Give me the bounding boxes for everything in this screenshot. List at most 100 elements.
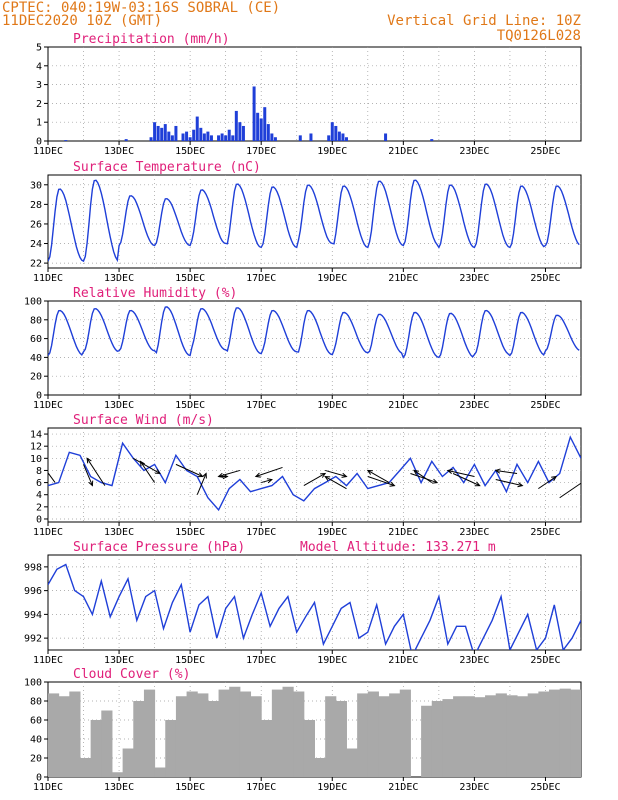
x-tick-label: 25DEC xyxy=(530,655,560,666)
y-tick-label: 992 xyxy=(24,634,42,645)
series-line xyxy=(48,306,580,359)
x-tick-label: 13DEC xyxy=(104,146,134,157)
x-tick-label: 25DEC xyxy=(530,400,560,411)
cloud-bar xyxy=(197,693,209,777)
x-tick-label: 25DEC xyxy=(530,273,560,284)
x-tick-label: 13DEC xyxy=(104,527,134,538)
cloud-bar xyxy=(239,691,252,777)
wind-vector xyxy=(559,482,581,499)
y-tick-label: 4 xyxy=(36,61,42,72)
precip-bar xyxy=(163,124,167,141)
wind-vector xyxy=(324,476,347,490)
y-tick-label: 5 xyxy=(36,43,42,54)
cloud-bar xyxy=(154,767,166,777)
wind-vector-head xyxy=(389,481,396,487)
precip-bar xyxy=(259,118,263,141)
x-tick-label: 21DEC xyxy=(388,527,418,538)
panel-title: Precipitation (mm/h) xyxy=(73,32,230,47)
precip-bar xyxy=(327,135,331,141)
cloud-bar xyxy=(133,701,145,777)
panel-1: 0 1 2 3 4 5 11DEC 13DEC 15DEC 17DEC 19DEC 21DEC 23DE… xyxy=(33,32,582,157)
cloud-bar xyxy=(421,705,433,777)
x-tick-label: 23DEC xyxy=(459,146,489,157)
y-tick-label: 1 xyxy=(36,118,42,129)
wind-vector-head xyxy=(320,472,327,478)
y-tick-label: 998 xyxy=(24,562,42,573)
precip-bar xyxy=(181,133,185,141)
wind-vector-head xyxy=(217,472,224,478)
x-tick-label: 13DEC xyxy=(104,273,134,284)
y-tick-label: 80 xyxy=(30,315,42,326)
wind-vector-head xyxy=(86,457,92,464)
panel-5: 992 994 996 998 11DEC 13DEC 15DEC 17DEC 19DEC 21D… xyxy=(24,540,582,666)
wind-vector xyxy=(139,461,156,483)
precip-bar xyxy=(330,122,334,141)
x-tick-label: 15DEC xyxy=(175,782,205,793)
plot-area xyxy=(48,686,581,777)
wind-vector xyxy=(83,464,93,486)
wind-vector-head xyxy=(254,472,261,478)
cloud-bar xyxy=(282,686,294,777)
cloud-bar xyxy=(58,696,70,777)
wind-vector xyxy=(367,470,390,484)
cloud-bar xyxy=(431,701,443,777)
x-tick-label: 19DEC xyxy=(317,146,347,157)
precip-bar xyxy=(206,131,210,141)
cloud-bar xyxy=(357,693,369,777)
x-tick-label: 19DEC xyxy=(317,782,347,793)
precip-bar xyxy=(188,137,192,141)
precip-bar xyxy=(195,116,199,141)
cloud-bar xyxy=(143,689,156,777)
y-tick-label: 20 xyxy=(30,754,42,765)
wind-vector xyxy=(175,463,203,477)
precip-bar xyxy=(192,129,196,141)
cloud-bar xyxy=(399,689,411,777)
cloud-bar xyxy=(442,699,454,777)
cloud-bar xyxy=(325,696,337,777)
x-tick-label: 13DEC xyxy=(104,400,134,411)
wind-vector-head xyxy=(517,482,524,488)
wind-vector xyxy=(538,476,557,490)
y-tick-label: 20 xyxy=(30,372,42,383)
cloud-bar xyxy=(463,696,475,777)
y-tick-label: 0 xyxy=(36,391,42,402)
x-tick-label: 13DEC xyxy=(104,655,134,666)
wind-vector xyxy=(413,470,433,483)
x-tick-label: 17DEC xyxy=(246,273,276,284)
precip-bar xyxy=(384,133,388,141)
series-line xyxy=(48,563,581,650)
cloud-bar xyxy=(303,720,315,777)
precip-bar xyxy=(220,133,224,141)
panel-title: Surface Wind (m/s) xyxy=(73,413,214,428)
wind-vector-head xyxy=(324,475,331,481)
cloud-bar xyxy=(229,686,241,777)
x-tick-label: 25DEC xyxy=(530,782,560,793)
wind-vector xyxy=(447,469,475,478)
wind-vector-head xyxy=(494,468,501,474)
header-code: TQ0126L028 xyxy=(497,28,581,44)
wind-vector xyxy=(261,479,272,484)
precip-bar xyxy=(160,127,164,141)
header-station: CPTEC: 040:19W-03:16S SOBRAL (CE) xyxy=(2,0,280,16)
x-tick-label: 17DEC xyxy=(246,527,276,538)
wind-vector-head xyxy=(446,468,453,474)
precip-bar xyxy=(344,137,348,141)
precip-bar xyxy=(202,133,206,141)
x-tick-label: 11DEC xyxy=(33,273,63,284)
panel-6: 0 20 40 60 80 100 11DEC 13DEC 15DEC 17DEC 19DEC 21D… xyxy=(24,667,582,793)
wind-vector xyxy=(410,473,438,484)
panel-annotation: Model Altitude: 133.271 m xyxy=(300,540,496,555)
cloud-bar xyxy=(527,693,539,777)
x-tick-label: 21DEC xyxy=(388,655,418,666)
wind-vector xyxy=(218,469,241,477)
cloud-bar xyxy=(271,689,284,777)
y-tick-label: 0 xyxy=(36,137,42,148)
y-tick-label: 30 xyxy=(30,180,42,191)
precip-bar xyxy=(185,131,189,141)
y-tick-label: 40 xyxy=(30,353,42,364)
y-tick-label: 100 xyxy=(24,297,42,308)
wind-vector-head xyxy=(551,475,558,482)
cloud-bar xyxy=(570,689,581,777)
cloud-bar xyxy=(250,696,262,777)
